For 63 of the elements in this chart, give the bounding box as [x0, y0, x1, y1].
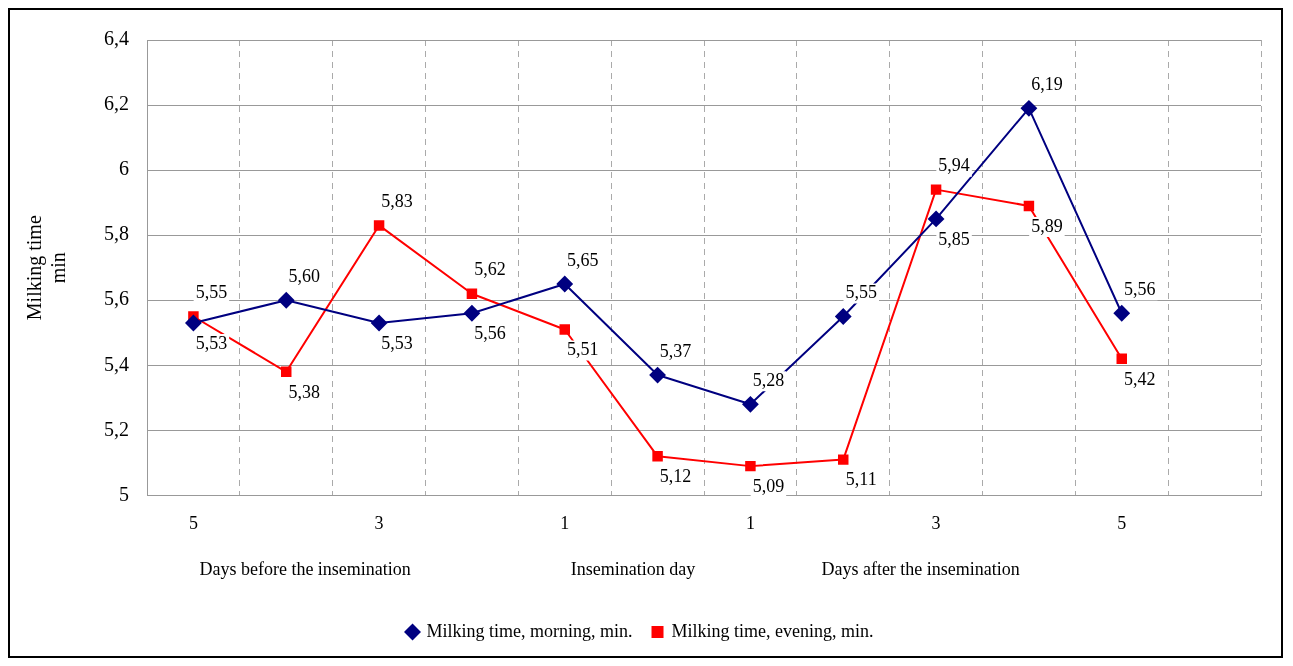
data-label: 5,42	[1124, 368, 1156, 389]
data-label: 5,83	[381, 191, 413, 212]
point	[1116, 353, 1127, 365]
point	[371, 315, 388, 331]
data-label: 5,53	[195, 332, 228, 353]
x-tick-label: 1	[745, 512, 755, 533]
data-label: 5,38	[288, 381, 320, 402]
data-label: 5,60	[288, 265, 320, 286]
point	[838, 454, 849, 465]
x-tick-label: 3	[931, 512, 941, 533]
data-label: 5,94	[938, 155, 970, 176]
point	[463, 305, 480, 322]
y-axis-title: Milking time min	[23, 215, 70, 321]
point	[278, 292, 295, 309]
text: Days after the insemination	[821, 559, 1020, 580]
point	[281, 366, 292, 378]
text: Insemination day	[570, 559, 696, 580]
point	[742, 396, 759, 413]
data-label: 5,12	[659, 466, 692, 487]
point	[652, 451, 663, 462]
data-label: 5,53	[381, 332, 413, 353]
data-label: 5,56	[1124, 278, 1156, 299]
data-label: 5,85	[938, 228, 970, 249]
point	[1020, 100, 1037, 117]
data-label: 5,89	[1031, 215, 1063, 236]
y-tick-label: 5,8	[104, 222, 129, 245]
data-label: 5,62	[474, 259, 506, 280]
point	[559, 324, 570, 335]
y-tick-label: 5	[119, 482, 129, 505]
x-tick-label: 5	[188, 512, 198, 533]
point	[1113, 305, 1130, 322]
data-label: 5,28	[752, 370, 785, 391]
data-label: 5,65	[567, 249, 599, 270]
legend-label: Milking time, morning, min.	[426, 620, 633, 641]
data-label: 5,55	[845, 282, 877, 303]
text: Days before the insemination	[199, 559, 411, 580]
data-label: 5,11	[845, 469, 877, 490]
y-tick-label: 5,4	[104, 352, 129, 375]
point	[649, 367, 666, 384]
point	[373, 220, 385, 231]
point	[466, 288, 478, 299]
point	[928, 210, 945, 227]
data-label: 5,37	[659, 340, 692, 361]
y-tick-label: 6,4	[104, 27, 129, 50]
x-tick-label: 3	[374, 512, 384, 533]
point	[930, 184, 942, 195]
y-tick-label: 6	[119, 157, 129, 180]
point	[745, 460, 756, 472]
point	[1023, 200, 1035, 212]
point	[556, 275, 573, 292]
y-tick-label: 6,2	[104, 92, 129, 115]
point	[185, 315, 202, 331]
data-label: 5,51	[567, 339, 599, 360]
point	[835, 308, 852, 325]
legend-label: Milking time, evening, min.	[671, 620, 874, 641]
x-tick-label: 5	[1117, 512, 1127, 533]
x-tick-label: 1	[560, 512, 570, 533]
y-tick-label: 5,2	[104, 417, 129, 440]
data-label: 5,09	[752, 475, 785, 496]
data-label: 5,56	[474, 322, 506, 343]
data-label: 6,19	[1031, 74, 1063, 95]
data-label: 5,55	[195, 282, 228, 303]
y-tick-label: 5,6	[104, 287, 129, 310]
